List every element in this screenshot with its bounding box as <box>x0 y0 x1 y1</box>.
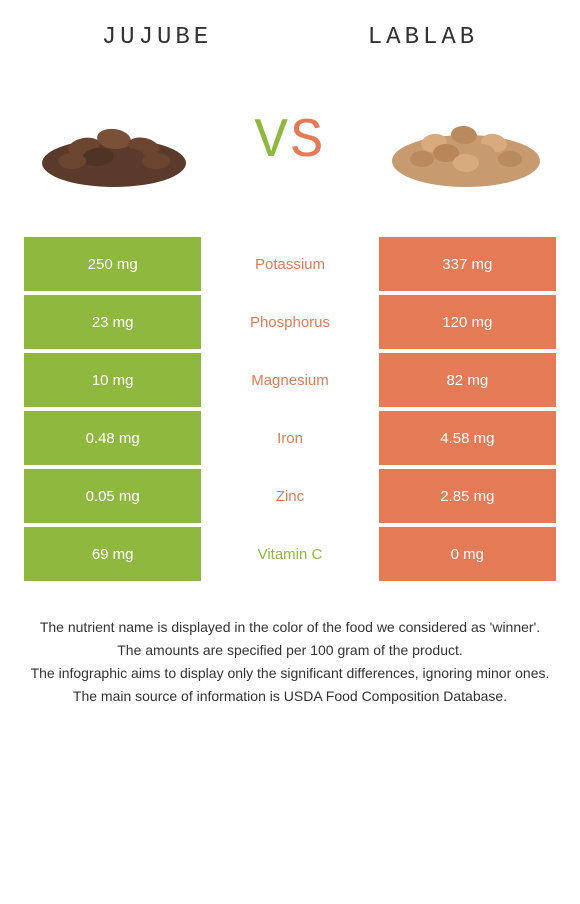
vs-label: VS <box>254 109 325 173</box>
cell-left-value: 0.48 mg <box>24 411 201 465</box>
table-row: 69 mgVitamin C0 mg <box>24 527 556 581</box>
vs-s: S <box>290 109 326 173</box>
footnote-line: The amounts are specified per 100 gram o… <box>24 640 556 661</box>
cell-nutrient-label: Vitamin C <box>201 527 378 581</box>
header: JUJUBE LABLAB <box>24 24 556 51</box>
table-row: 0.48 mgIron4.58 mg <box>24 411 556 465</box>
cell-left-value: 69 mg <box>24 527 201 581</box>
cell-right-value: 337 mg <box>379 237 556 291</box>
cell-nutrient-label: Potassium <box>201 237 378 291</box>
table-row: 0.05 mgZinc2.85 mg <box>24 469 556 523</box>
footnote-line: The main source of information is USDA F… <box>24 686 556 707</box>
cell-right-value: 120 mg <box>379 295 556 349</box>
images-row: VS <box>24 81 556 201</box>
food-image-left <box>34 81 194 201</box>
cell-nutrient-label: Iron <box>201 411 378 465</box>
cell-nutrient-label: Phosphorus <box>201 295 378 349</box>
title-right: LABLAB <box>368 24 478 51</box>
food-image-right <box>386 81 546 201</box>
cell-right-value: 0 mg <box>379 527 556 581</box>
cell-right-value: 4.58 mg <box>379 411 556 465</box>
table-row: 23 mgPhosphorus120 mg <box>24 295 556 349</box>
cell-left-value: 10 mg <box>24 353 201 407</box>
title-left: JUJUBE <box>102 24 212 51</box>
footnote-line: The infographic aims to display only the… <box>24 663 556 684</box>
cell-right-value: 2.85 mg <box>379 469 556 523</box>
cell-left-value: 0.05 mg <box>24 469 201 523</box>
nutrient-table: 250 mgPotassium337 mg23 mgPhosphorus120 … <box>24 237 556 581</box>
vs-v: V <box>254 109 290 173</box>
table-row: 10 mgMagnesium82 mg <box>24 353 556 407</box>
footnotes: The nutrient name is displayed in the co… <box>24 617 556 707</box>
cell-nutrient-label: Zinc <box>201 469 378 523</box>
footnote-line: The nutrient name is displayed in the co… <box>24 617 556 638</box>
cell-left-value: 250 mg <box>24 237 201 291</box>
cell-nutrient-label: Magnesium <box>201 353 378 407</box>
cell-left-value: 23 mg <box>24 295 201 349</box>
cell-right-value: 82 mg <box>379 353 556 407</box>
table-row: 250 mgPotassium337 mg <box>24 237 556 291</box>
